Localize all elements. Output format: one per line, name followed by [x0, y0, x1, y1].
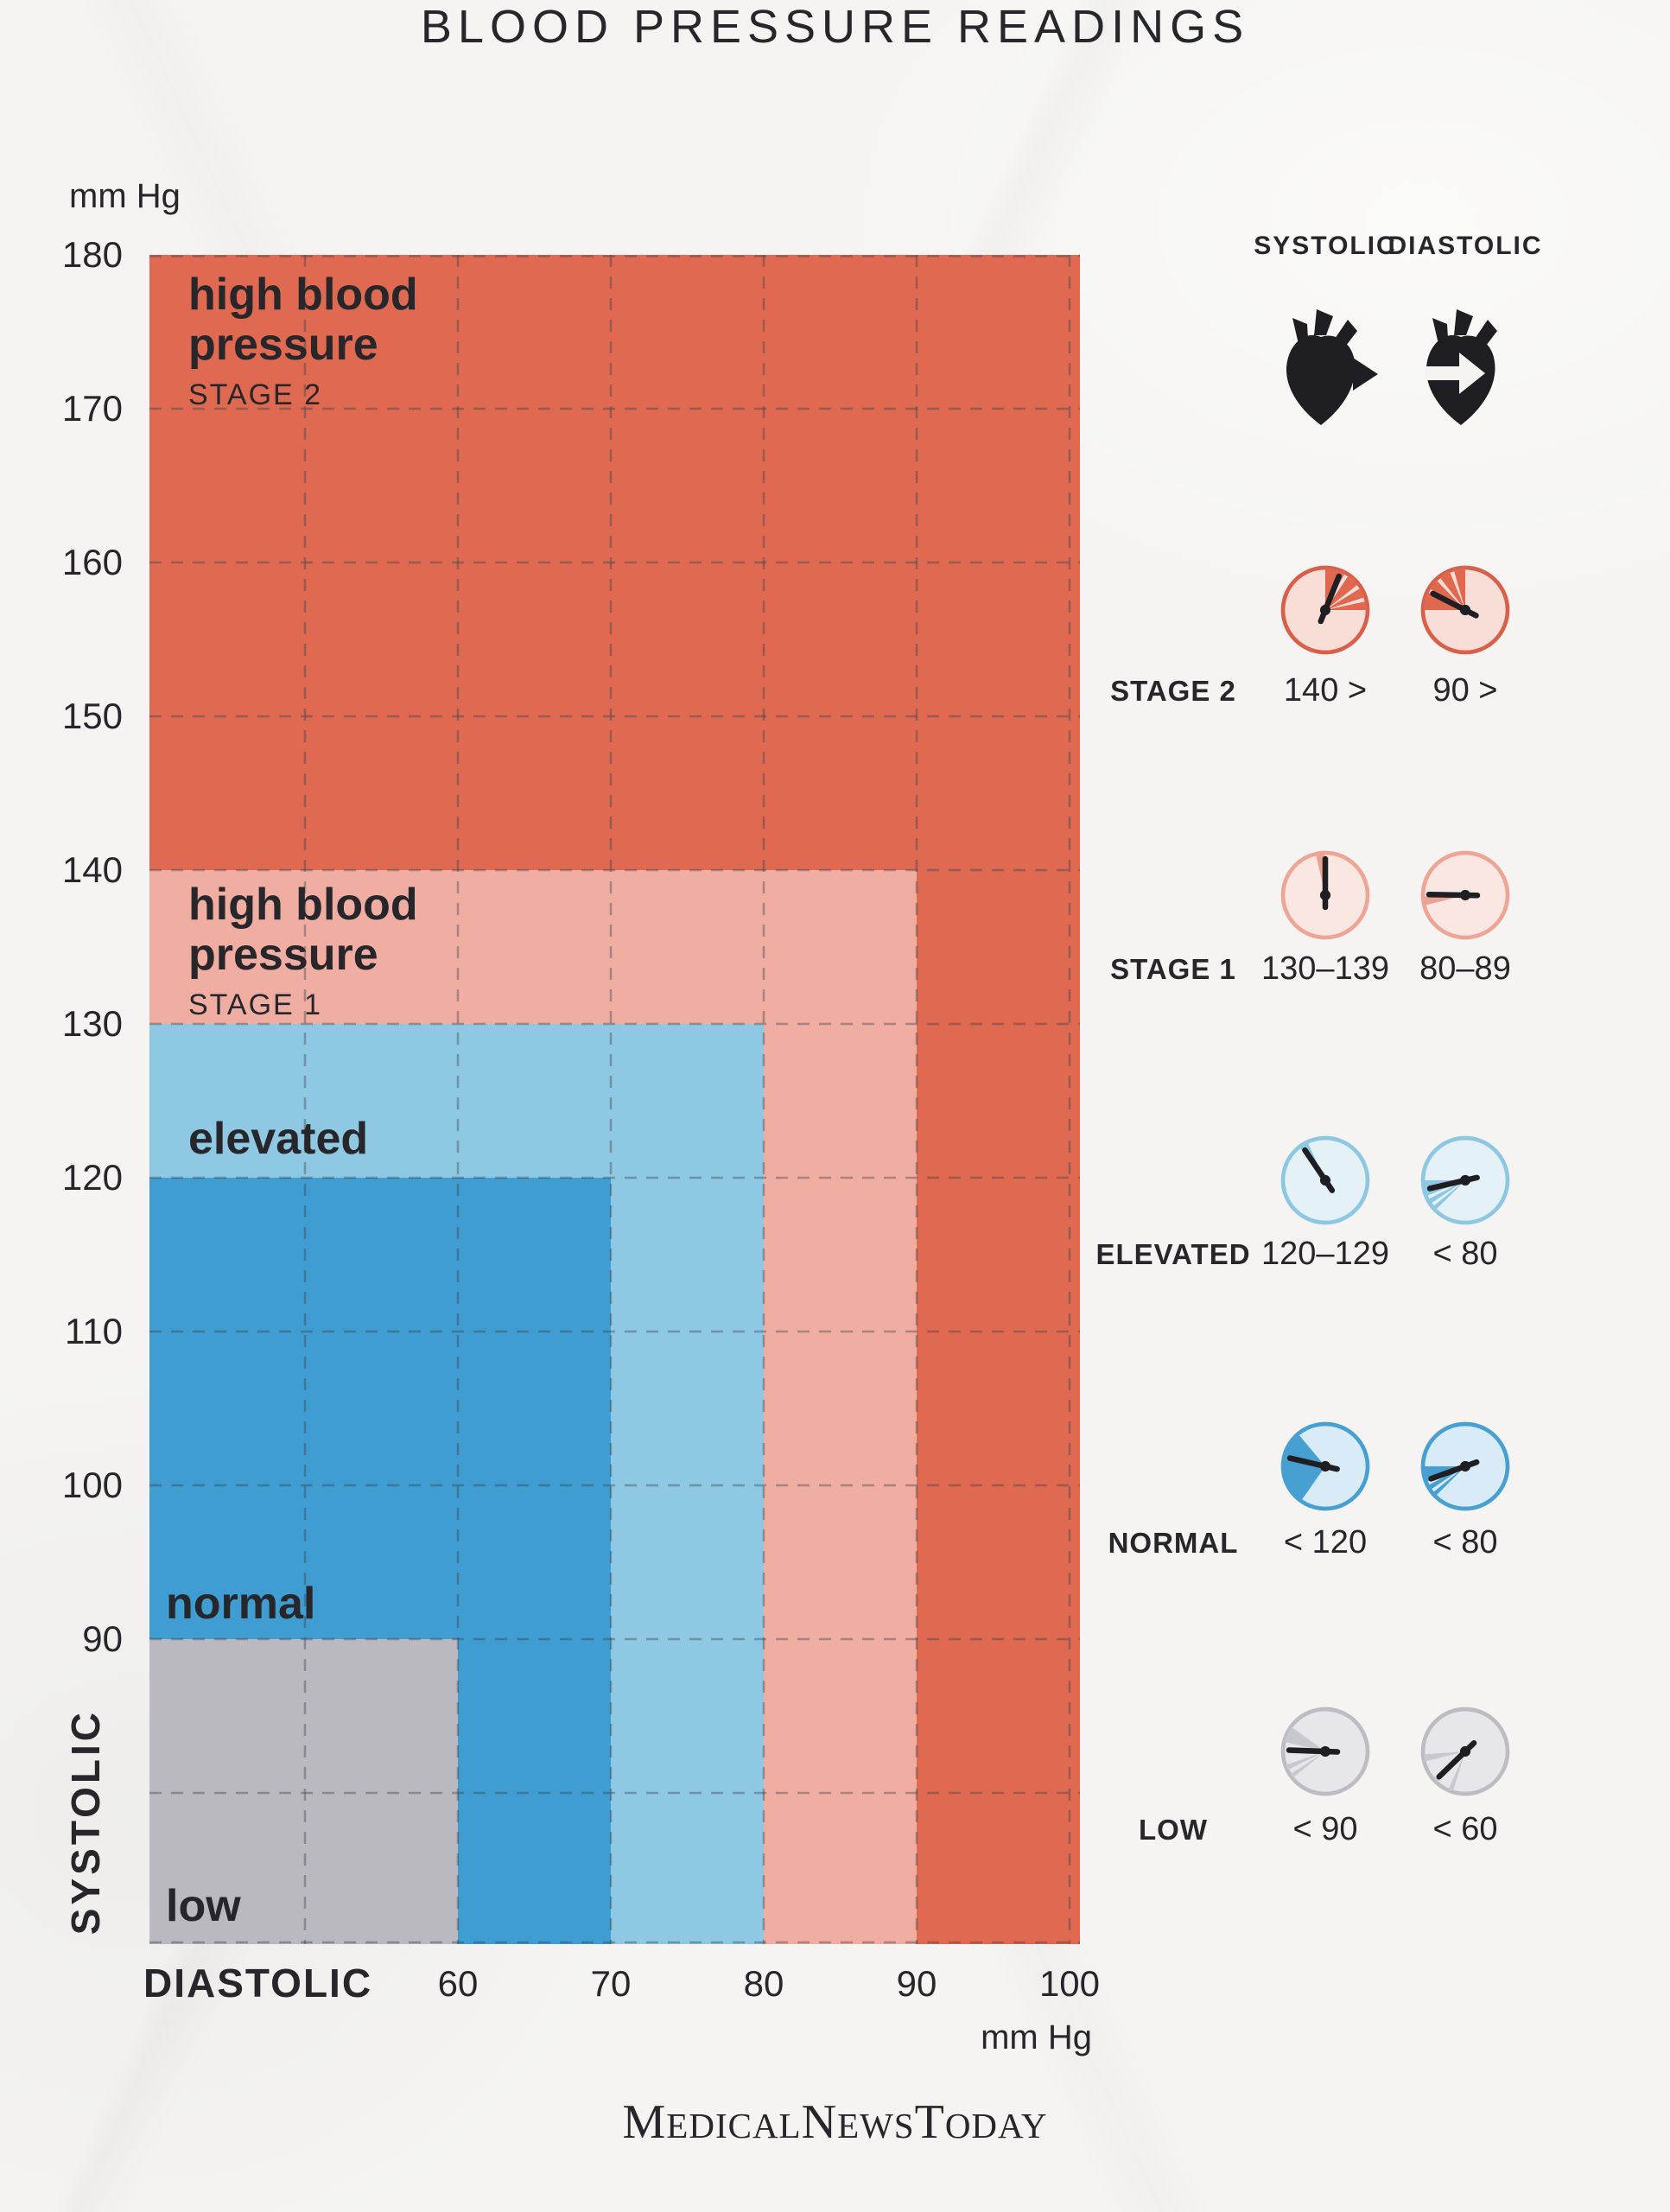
gauge-elevated-diastolic	[1420, 1135, 1510, 1225]
legend-label-elevated: ELEVATED	[1095, 1238, 1251, 1270]
zone-label-stage2-title: high blood pressure	[188, 270, 418, 370]
legend-sys-stage1: 130–139	[1261, 950, 1389, 987]
x-tick-70: 70	[590, 1963, 632, 2004]
gauge-low-systolic	[1280, 1707, 1370, 1796]
legend-label-low: LOW	[1139, 1814, 1208, 1846]
y-tick-180: 180	[61, 234, 123, 275]
zone-label-low: low	[166, 1881, 241, 1931]
legend-dia-stage1: 80–89	[1419, 950, 1511, 987]
logo-part: ODAY	[944, 2106, 1048, 2145]
zone-low	[149, 1639, 458, 1944]
y-axis-label: SYSTOLIC	[63, 1709, 108, 1936]
zone-label-stage1-sub: STAGE 1	[188, 988, 323, 1021]
legend-sys-low: < 90	[1292, 1811, 1358, 1847]
x-tick-60: 60	[437, 1963, 479, 2004]
logo-part: EDICAL	[666, 2106, 802, 2145]
x-tick-90: 90	[896, 1963, 937, 2004]
x-axis-label: DIASTOLIC	[143, 1961, 373, 2005]
gauge-normal-systolic	[1280, 1421, 1370, 1511]
systolic-heart-icon	[1286, 309, 1378, 425]
legend-row-elevated: ELEVATED 120–129 < 80	[1090, 1236, 1536, 1273]
zone-label-stage2: high blood pressure STAGE 2	[188, 270, 499, 412]
legend-label-stage1: STAGE 1	[1110, 953, 1236, 985]
zone-label-normal: normal	[166, 1579, 316, 1629]
gauge-low-diastolic	[1420, 1707, 1510, 1796]
y-tick-170: 170	[61, 388, 123, 429]
x-tick-80: 80	[743, 1963, 784, 2004]
legend-row-stage1: STAGE 1 130–139 80–89	[1090, 950, 1536, 988]
y-tick-100: 100	[61, 1465, 123, 1505]
zone-label-stage1-title: high blood pressure	[188, 880, 418, 980]
logo-part: M	[622, 2095, 667, 2149]
gauge-stage2-diastolic	[1420, 565, 1510, 655]
logo-part: T	[914, 2095, 945, 2149]
gauge-stage1-diastolic	[1420, 850, 1510, 940]
legend-header-diastolic: DIASTOLIC	[1387, 232, 1543, 260]
y-tick-120: 120	[61, 1157, 123, 1198]
gauge-normal-diastolic	[1420, 1421, 1510, 1511]
legend-sys-stage2: 140 >	[1283, 672, 1368, 709]
gauge-stage2-systolic	[1280, 565, 1370, 655]
diastolic-heart-icon	[1425, 309, 1497, 425]
zone-label-stage1: high blood pressure STAGE 1	[188, 880, 499, 1022]
x-tick-100: 100	[1038, 1963, 1101, 2004]
y-tick-150: 150	[61, 696, 123, 736]
logo-part: N	[801, 2095, 838, 2149]
logo-part: EWS	[837, 2106, 915, 2145]
page-title: BLOOD PRESSURE READINGS	[420, 1, 1250, 53]
legend-dia-elevated: < 80	[1432, 1236, 1498, 1272]
y-tick-110: 110	[65, 1311, 123, 1351]
legend-label-normal: NORMAL	[1108, 1527, 1239, 1559]
legend-row-stage2: STAGE 2 140 > 90 >	[1090, 672, 1536, 709]
bp-zone-chart	[149, 255, 1080, 1944]
legend-sys-elevated: 120–129	[1261, 1236, 1389, 1272]
gauge-stage1-systolic	[1280, 850, 1370, 940]
y-tick-130: 130	[61, 1003, 123, 1044]
legend-dia-low: < 60	[1432, 1811, 1498, 1847]
zone-label-stage2-sub: STAGE 2	[188, 378, 323, 411]
legend-header-systolic: SYSTOLIC	[1254, 232, 1397, 260]
y-tick-160: 160	[61, 542, 123, 582]
legend-dia-stage2: 90 >	[1432, 672, 1498, 709]
x-axis-unit: mm Hg	[981, 2018, 1092, 2056]
legend-row-normal: NORMAL < 120 < 80	[1090, 1524, 1536, 1561]
zone-label-elevated: elevated	[188, 1114, 369, 1164]
y-tick-140: 140	[61, 849, 123, 890]
legend-label-stage2: STAGE 2	[1110, 675, 1236, 707]
y-tick-90: 90	[82, 1618, 123, 1659]
y-axis-unit: mm Hg	[69, 177, 181, 215]
gridlines	[149, 255, 1080, 1944]
legend-sys-normal: < 120	[1283, 1524, 1368, 1560]
legend-row-low: LOW < 90 < 60	[1090, 1811, 1536, 1848]
gauge-elevated-systolic	[1280, 1135, 1370, 1225]
medical-news-today-logo: MEDICALNEWSTODAY	[0, 2094, 1670, 2150]
legend-dia-normal: < 80	[1432, 1524, 1498, 1560]
